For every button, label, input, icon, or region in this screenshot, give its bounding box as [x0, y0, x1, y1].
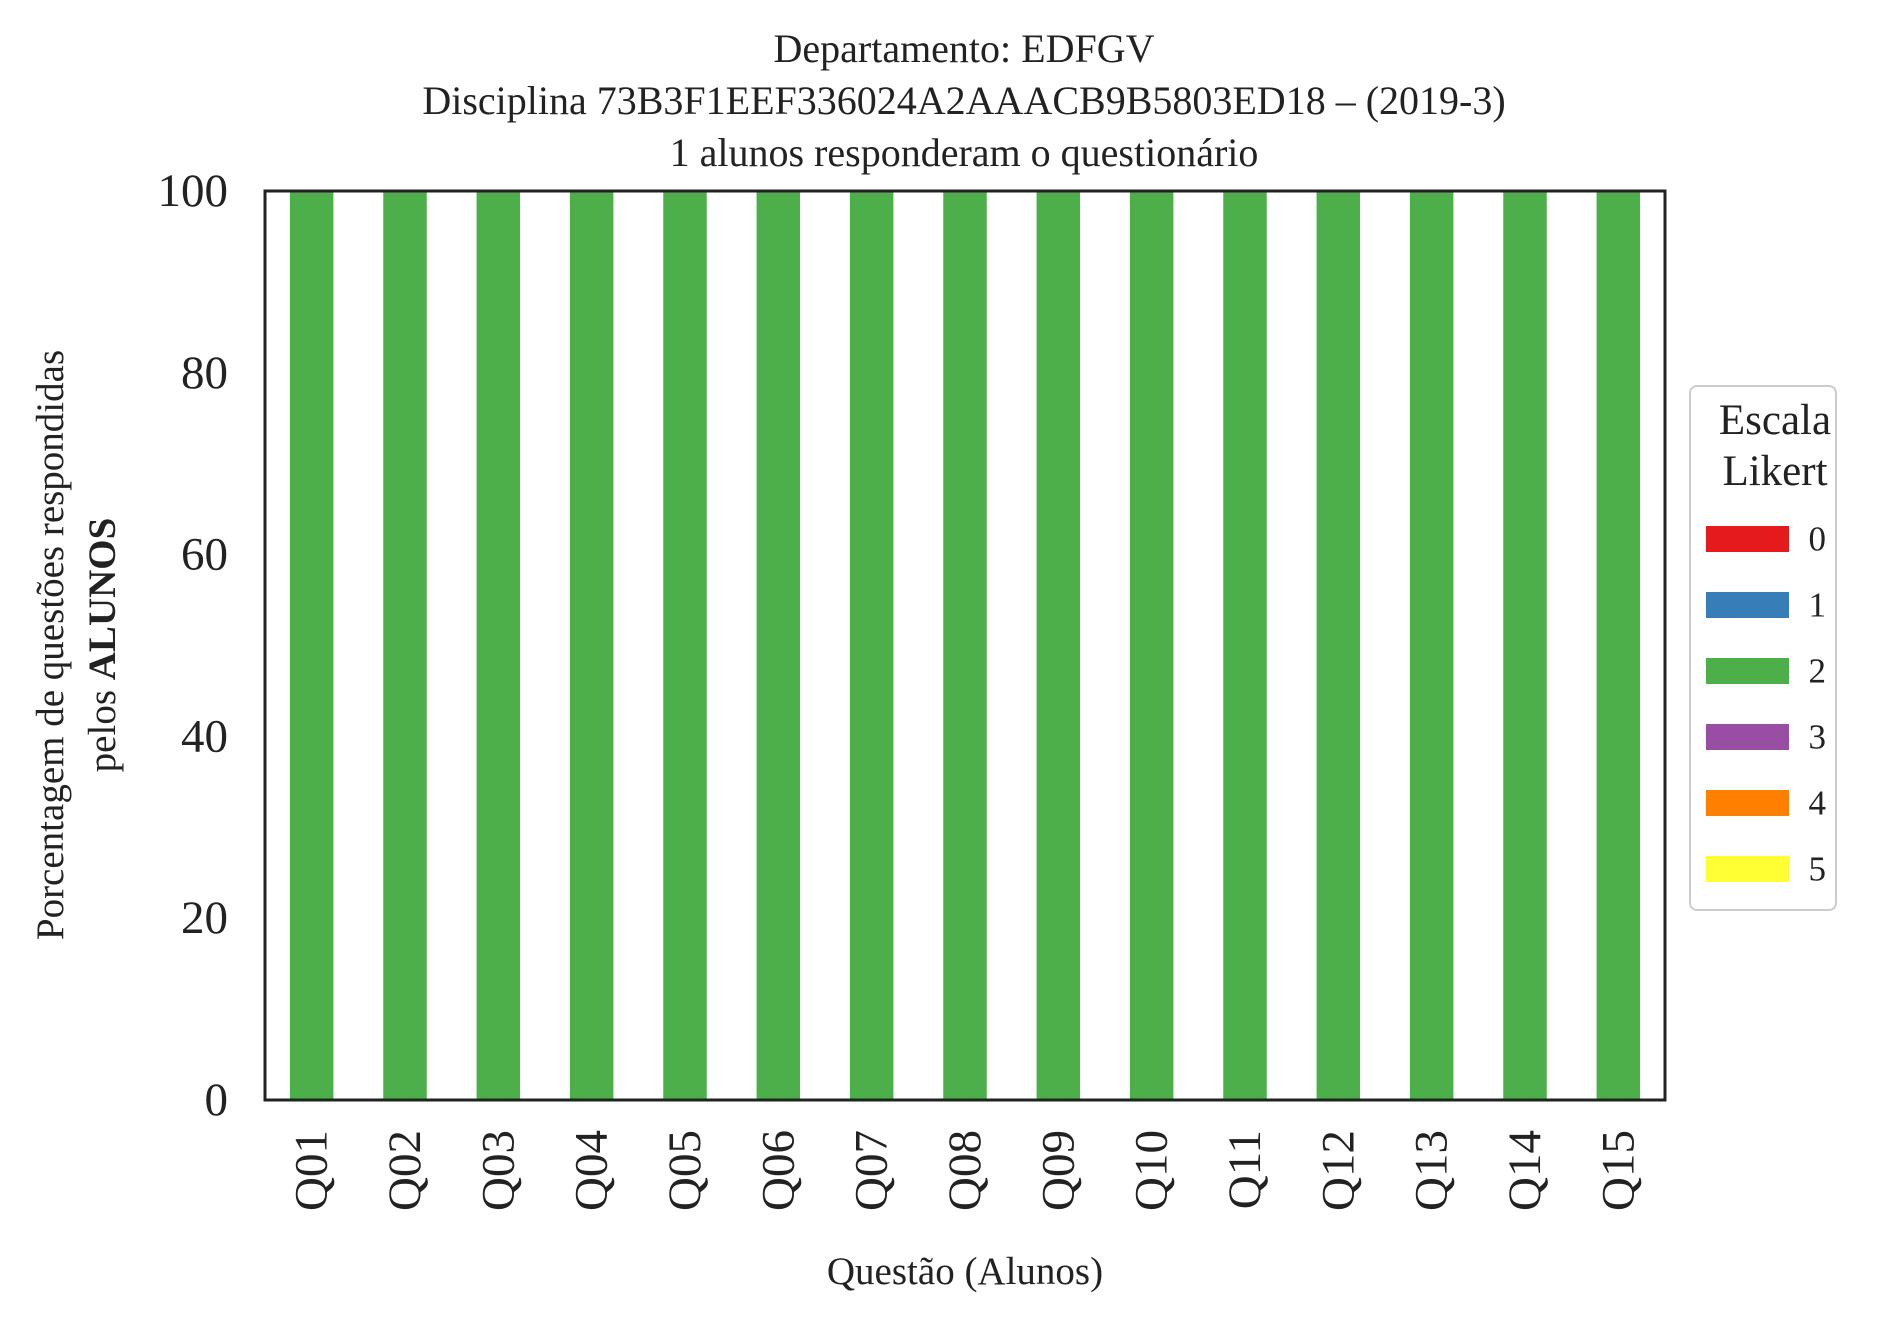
x-tick-label-Q13: Q13 — [1406, 1130, 1458, 1211]
y-tick-label-20: 20 — [181, 892, 228, 944]
legend-swatch-1 — [1706, 592, 1789, 618]
legend-swatch-5 — [1706, 856, 1789, 882]
legend-items: 0 1 2 3 4 5 — [1706, 520, 1826, 889]
bar-Q11-scale-2 — [1223, 191, 1267, 1100]
bar-Q07-scale-2 — [849, 191, 894, 1100]
legend-label-5: 5 — [1809, 850, 1827, 889]
y-axis-label-prefix: pelos — [81, 680, 124, 772]
y-axis-label-bold: ALUNOS — [81, 518, 124, 681]
bar-Q02-scale-2 — [383, 191, 427, 1100]
y-axis-label: Porcentagem de questões respondidas pelo… — [29, 350, 124, 940]
legend-frame — [1689, 385, 1837, 911]
x-axis-label: Questão (Alunos) — [827, 1250, 1103, 1293]
x-tick-label-Q09: Q09 — [1032, 1130, 1084, 1211]
legend-swatch-0 — [1706, 526, 1789, 552]
x-tick-label-Q06: Q06 — [752, 1130, 804, 1211]
legend-label-0: 0 — [1809, 520, 1827, 559]
ticks-layer: 0 20 40 60 80 100 Q01 Q02 Q03 Q04 Q05 Q06 Q07 Q08 Q09 Q… — [158, 165, 1645, 1211]
chart-title-line-3: 1 alunos responderam o questionário — [670, 130, 1259, 175]
bar-Q15-scale-2 — [1596, 191, 1641, 1100]
legend: Escala Likert 0 1 2 3 4 5 — [1689, 385, 1837, 911]
bar-Q03-scale-2 — [476, 191, 521, 1100]
x-tick-label-Q14: Q14 — [1499, 1130, 1551, 1211]
legend-label-4: 4 — [1809, 784, 1827, 823]
bar-Q08-scale-2 — [943, 191, 987, 1100]
x-tick-label-Q08: Q08 — [939, 1130, 991, 1211]
x-tick-label-Q01: Q01 — [286, 1130, 338, 1211]
chart-title-line-2: Disciplina 73B3F1EEF336024A2AAACB9B5803E… — [422, 78, 1505, 123]
x-tick-label-Q03: Q03 — [472, 1130, 524, 1211]
bar-Q13-scale-2 — [1409, 191, 1454, 1100]
bar-Q05-scale-2 — [663, 191, 707, 1100]
legend-swatch-4 — [1706, 790, 1789, 816]
legend-label-3: 3 — [1809, 718, 1827, 757]
legend-label-2: 2 — [1809, 652, 1827, 691]
bar-Q10-scale-2 — [1129, 191, 1174, 1100]
y-tick-label-100: 100 — [158, 165, 229, 217]
chart-title: Departamento: EDFGV Disciplina 73B3F1EEF… — [422, 26, 1505, 175]
x-tick-label-Q12: Q12 — [1312, 1130, 1364, 1211]
x-tick-label-Q07: Q07 — [846, 1130, 898, 1211]
bar-Q06-scale-2 — [756, 191, 801, 1100]
x-tick-label-Q10: Q10 — [1126, 1130, 1178, 1211]
bar-Q12-scale-2 — [1316, 191, 1361, 1100]
y-tick-label-80: 80 — [181, 347, 228, 399]
x-tick-label-Q04: Q04 — [566, 1130, 618, 1211]
chart-title-line-1: Departamento: EDFGV — [773, 26, 1154, 71]
bar-Q01-scale-2 — [289, 191, 334, 1100]
bar-Q14-scale-2 — [1503, 191, 1547, 1100]
x-tick-label-Q05: Q05 — [659, 1130, 711, 1211]
legend-title-line-1: Escala — [1719, 397, 1831, 444]
y-tick-label-40: 40 — [181, 710, 228, 762]
x-tick-label-Q15: Q15 — [1592, 1130, 1644, 1211]
legend-title-line-2: Likert — [1722, 448, 1827, 495]
bar-Q04-scale-2 — [569, 191, 614, 1100]
y-axis-label-line-1: Porcentagem de questões respondidas — [29, 350, 72, 940]
plot-frame — [263, 189, 1667, 1102]
legend-swatch-2 — [1706, 658, 1789, 684]
legend-swatch-3 — [1706, 724, 1789, 750]
x-tick-label-Q02: Q02 — [379, 1130, 431, 1211]
legend-label-1: 1 — [1809, 586, 1827, 625]
y-tick-label-0: 0 — [205, 1074, 229, 1126]
bar-Q09-scale-2 — [1036, 191, 1081, 1100]
x-tick-label-Q11: Q11 — [1219, 1130, 1271, 1209]
y-axis-label-line-2: pelos ALUNOS — [81, 518, 124, 773]
bars-layer — [289, 191, 1641, 1100]
y-tick-label-60: 60 — [181, 529, 228, 581]
